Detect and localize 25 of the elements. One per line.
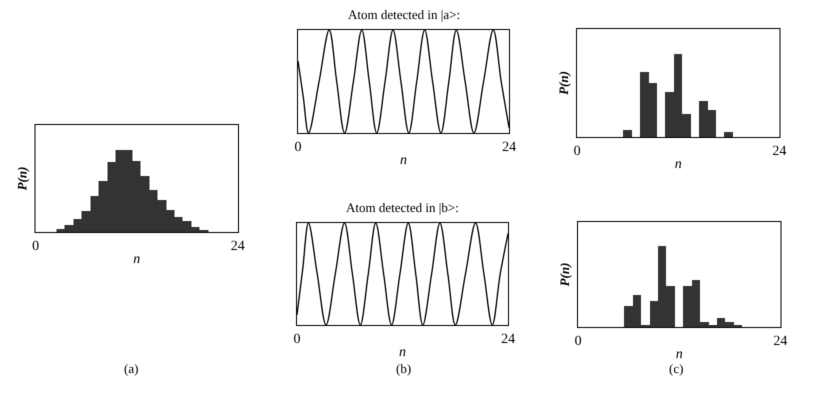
x-tick-label: 0 — [294, 140, 302, 155]
text: (a) — [124, 361, 138, 376]
x-tick-label: 24 — [501, 332, 516, 347]
x-tick-label: 0 — [574, 144, 581, 159]
x-axis-title: n — [399, 345, 406, 360]
x-axis-title: n — [133, 252, 140, 268]
x-tick-label: 0 — [294, 332, 300, 347]
x-tick-label: 24 — [773, 334, 788, 349]
chart-title: Atom detected in |b>: — [346, 200, 459, 215]
y-axis-title: P(n) — [556, 71, 572, 95]
y-axis-title: P(n) — [557, 262, 572, 286]
text: (b) — [396, 361, 412, 376]
text: (c) — [669, 361, 684, 376]
x-tick-label: 24 — [230, 238, 245, 254]
x-tick-label: 0 — [574, 334, 582, 349]
bar — [724, 132, 734, 137]
bar — [623, 130, 632, 137]
x-axis-title: n — [674, 157, 682, 172]
x-tick-label: 0 — [32, 238, 40, 254]
x-tick-label: 24 — [772, 144, 786, 159]
x-tick-label: 24 — [502, 140, 516, 155]
x-axis-title: n — [676, 347, 683, 362]
x-axis-title: n — [400, 153, 408, 168]
y-axis-title: P(n) — [14, 166, 30, 190]
chart-title: Atom detected in |a>: — [348, 7, 460, 22]
